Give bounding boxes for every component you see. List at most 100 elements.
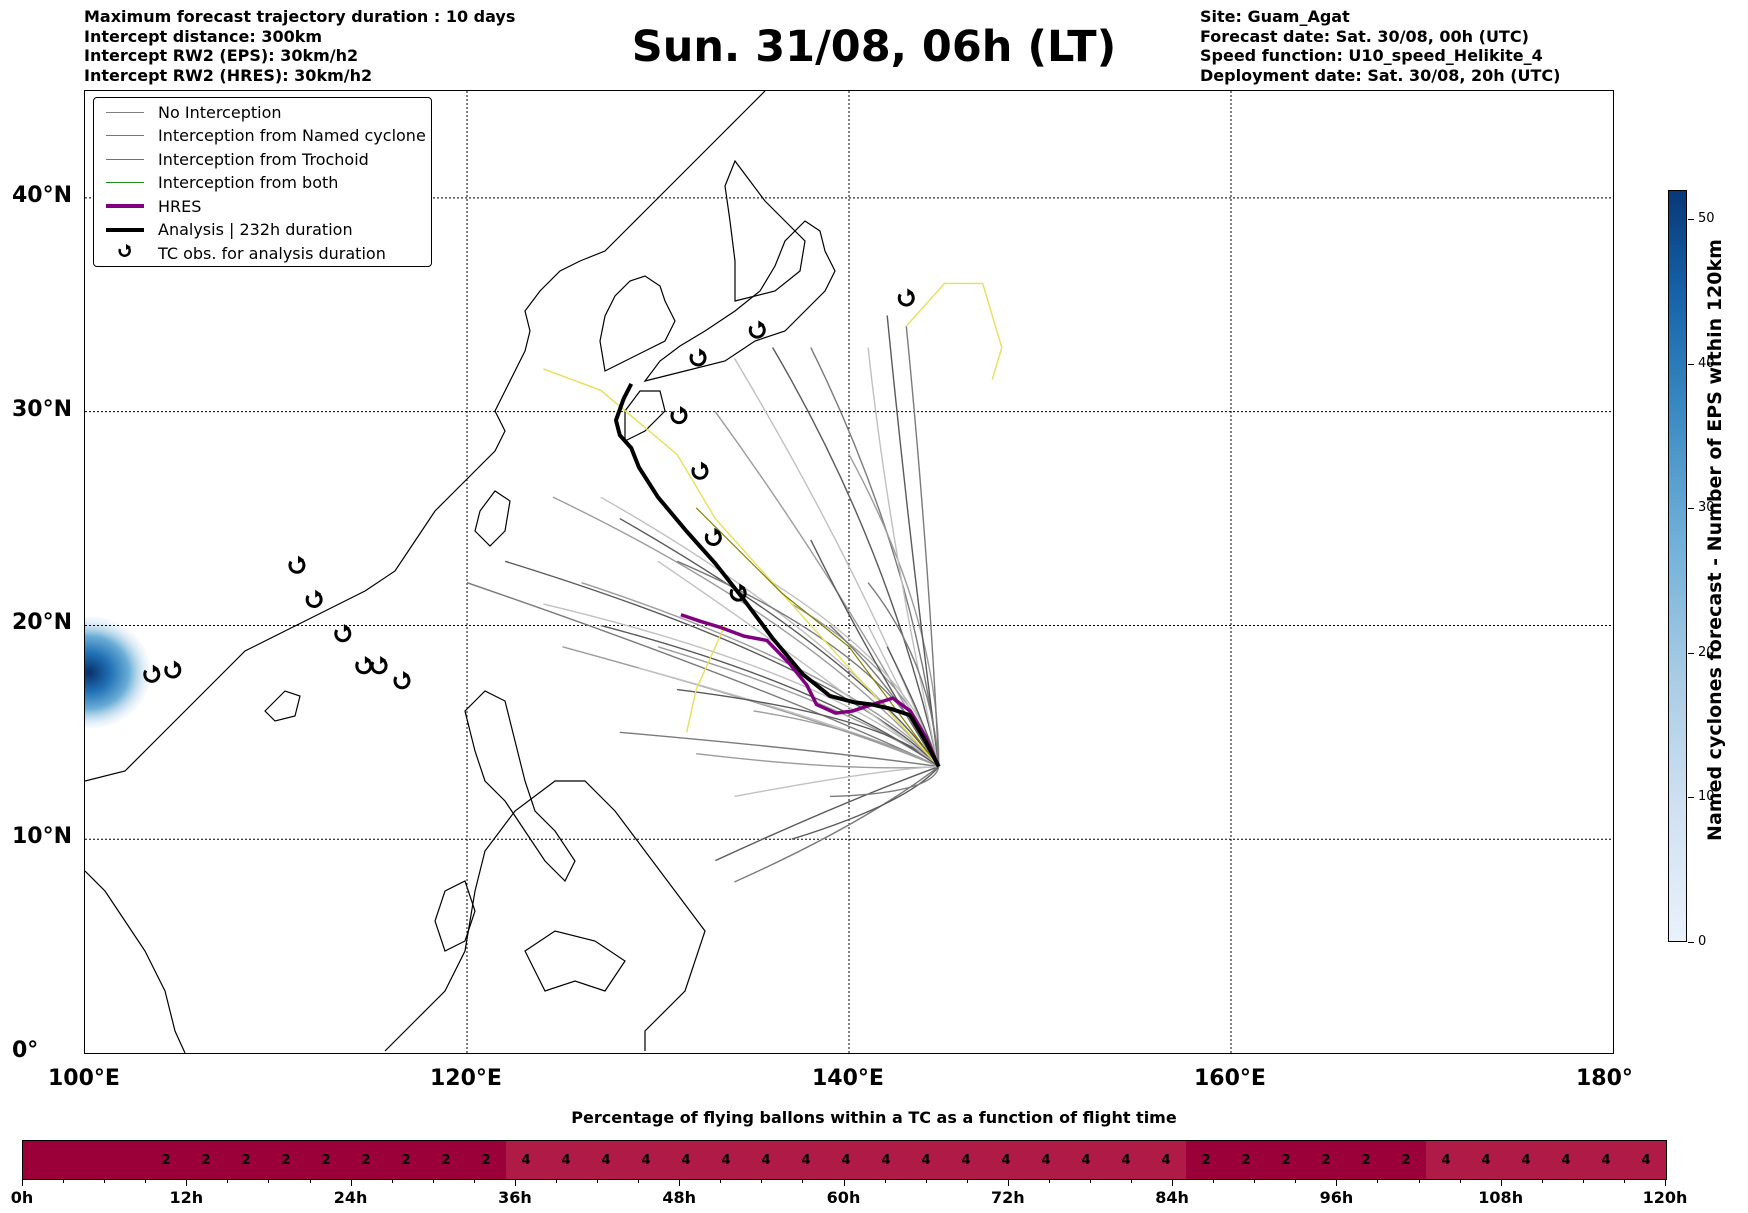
colorbar-tick-label: 30	[1698, 500, 1715, 516]
percentage-bar-minor-tick	[597, 1179, 599, 1183]
legend-label: Interception from Trochoid	[158, 149, 369, 169]
percentage-bar-minor-tick	[63, 1179, 65, 1183]
coast-hainan	[264, 690, 301, 722]
percentage-cell: 4	[1626, 1141, 1666, 1179]
header-line-left-2: Intercept RW2 (EPS): 30km/h2	[84, 46, 359, 65]
percentage-cell: 4	[1026, 1141, 1066, 1179]
percentage-cell: 2	[186, 1141, 226, 1179]
percentage-bar-minor-tick	[884, 1179, 886, 1183]
legend: No Interception Interception from Named c…	[93, 97, 432, 267]
percentage-bar-minor-tick	[1295, 1179, 1297, 1183]
legend-item: No Interception	[106, 101, 282, 123]
colorbar-tick	[1688, 652, 1694, 654]
percentage-bar-minor-tick	[1665, 1179, 1666, 1183]
trajectory-map[interactable]	[85, 91, 1613, 1053]
percentage-cell: 4	[1146, 1141, 1186, 1179]
percentage-bar-minor-tick	[1213, 1179, 1215, 1183]
legend-item: Analysis | 232h duration	[106, 219, 353, 241]
coast-palawan	[434, 880, 476, 952]
trochoid-intercept-line	[905, 282, 1003, 380]
percentage-bar-tick-label: 108h	[1478, 1188, 1524, 1207]
tc-symbol-icon	[748, 320, 766, 339]
percentage-bar-tick-label: 72h	[990, 1188, 1025, 1207]
percentage-cell: 2	[266, 1141, 306, 1179]
legend-swatch	[106, 158, 144, 160]
coast-borneo-north	[524, 930, 626, 992]
percentage-cell: 4	[586, 1141, 626, 1179]
percentage-bar-minor-tick	[1007, 1179, 1009, 1183]
percentage-bar-tick-label: 60h	[826, 1188, 861, 1207]
trochoid-intercept-line	[543, 368, 940, 768]
percentage-bar-tick-label: 0h	[10, 1188, 34, 1207]
colorbar-tick	[1688, 218, 1694, 220]
percentage-cell: 2	[346, 1141, 386, 1179]
percentage-cell: 4	[906, 1141, 946, 1179]
percentage-cell: 4	[946, 1141, 986, 1179]
header-line-left-1: Intercept distance: 300km	[84, 26, 323, 46]
legend-label: No Interception	[158, 102, 282, 122]
percentage-bar-tick-label: 36h	[498, 1188, 532, 1207]
percentage-cell: 2	[426, 1141, 466, 1179]
colorbar-tick	[1688, 942, 1694, 943]
coast-taiwan	[474, 490, 511, 547]
percentage-cell: 4	[1466, 1141, 1506, 1179]
percentage-bar-tick-label: 48h	[662, 1188, 697, 1207]
header-line-right-3: Deployment date: Sat. 30/08, 20h (UTC)	[1200, 65, 1561, 85]
analysis-trajectory	[613, 382, 941, 768]
tc-symbol-icon	[393, 671, 411, 690]
ensemble-member-line	[791, 766, 940, 840]
lat-label: 0°	[12, 1038, 39, 1063]
tc-symbol-icon	[288, 555, 306, 574]
ensemble-member-line	[771, 347, 940, 767]
colorbar-tick	[1688, 797, 1694, 799]
legend-label: Interception from both	[158, 173, 339, 192]
colorbar-tick-label: 50	[1698, 210, 1715, 226]
ensemble-member-line	[734, 765, 939, 798]
colorbar-tick	[1688, 508, 1694, 510]
colorbar	[1668, 190, 1687, 942]
percentage-cell: 4	[506, 1141, 546, 1179]
percentage-bar-minor-tick	[720, 1179, 722, 1183]
percentage-cell: 4	[1506, 1141, 1546, 1179]
percentage-cell: 4	[786, 1141, 826, 1179]
coast-indochina	[384, 780, 706, 1052]
percentage-bar-minor-tick	[1089, 1179, 1091, 1183]
percentage-cell: 2	[1266, 1141, 1306, 1179]
tc-symbol-icon	[670, 405, 688, 425]
percentage-bar-minor-tick	[432, 1179, 434, 1183]
percentage-cell: 4	[866, 1141, 906, 1179]
percentage-cell: 2	[146, 1141, 186, 1179]
legend-item: Interception from both	[106, 172, 338, 194]
graticule	[85, 91, 1613, 1053]
trochoid-intercept-line	[695, 507, 940, 767]
percentage-bar-minor-tick	[473, 1179, 475, 1183]
lon-label: 100°E	[48, 1066, 120, 1091]
ensemble-member-line	[619, 731, 939, 768]
percentage-cell: 2	[466, 1141, 506, 1179]
tc-symbol-icon	[164, 660, 182, 679]
header-line-left-3: Intercept RW2 (HRES): 30km/h2	[84, 65, 373, 85]
ensemble-member-line	[562, 646, 940, 768]
coastlines	[85, 91, 836, 1053]
percentage-bar-minor-tick	[1377, 1179, 1379, 1183]
page-title: Sun. 31/08, 06h (LT)	[631, 22, 1117, 72]
coast-philippines	[464, 690, 576, 883]
percentage-bar-minor-tick	[761, 1179, 763, 1183]
lon-label: 180°	[1576, 1066, 1633, 1091]
percentage-bar-minor-tick	[1336, 1179, 1338, 1183]
tc-symbol-icon	[106, 242, 144, 264]
percentage-bar-minor-tick	[925, 1179, 927, 1183]
lat-label: 30°N	[12, 396, 73, 422]
tc-symbol-icon	[704, 527, 722, 546]
ensemble-member-line	[733, 357, 940, 767]
percentage-bar-minor-tick	[350, 1179, 352, 1183]
tc-symbol-icon	[305, 589, 323, 608]
percentage-cell: 4	[666, 1141, 706, 1179]
ensemble-member-line	[867, 347, 940, 767]
ensemble-member-line	[657, 560, 940, 768]
colorbar-tick	[1688, 363, 1694, 365]
legend-label: HRES	[158, 196, 202, 216]
percentage-bar-minor-tick	[104, 1179, 106, 1183]
legend-swatch	[106, 182, 144, 183]
